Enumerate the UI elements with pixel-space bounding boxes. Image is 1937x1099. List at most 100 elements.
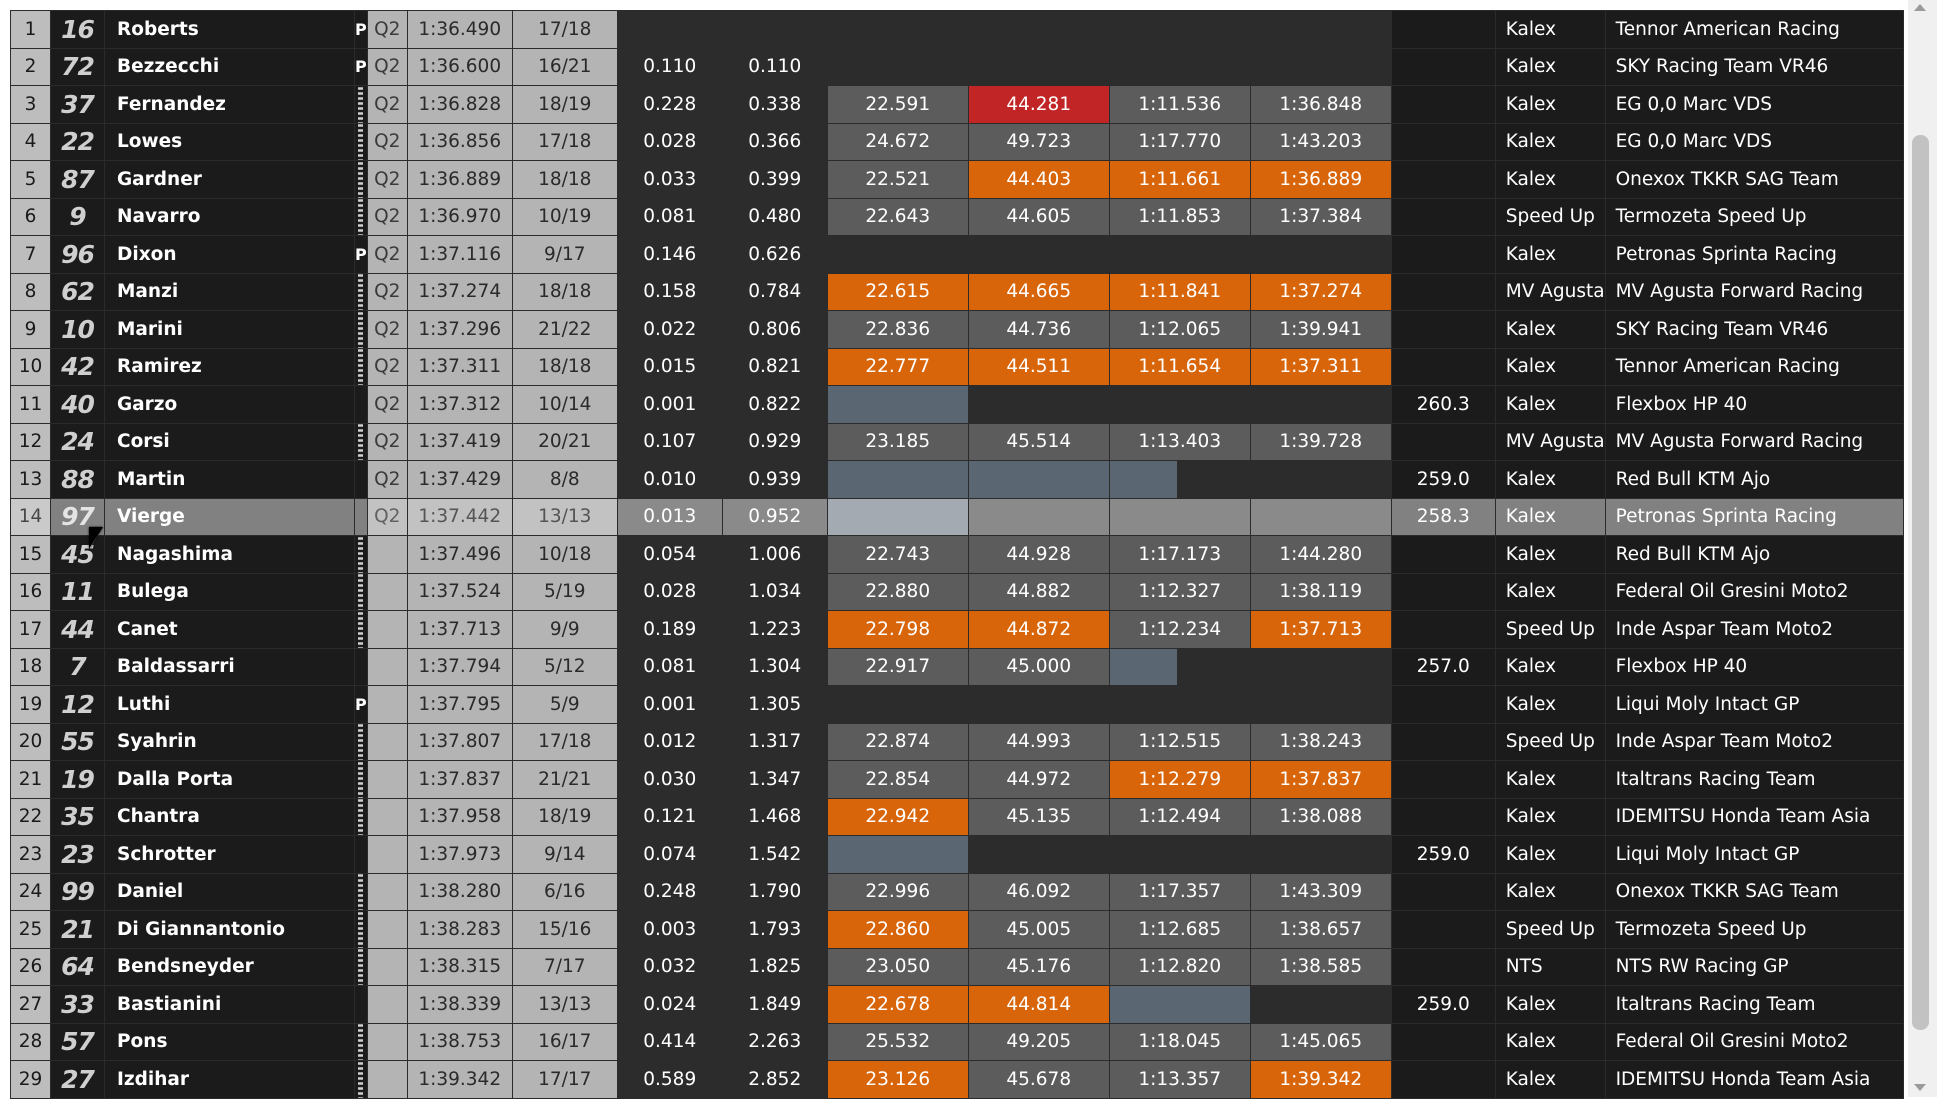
rider-name[interactable]: Bezzecchi <box>104 47 355 86</box>
best-lap-time: 1:36.490 <box>406 10 513 49</box>
rider-row[interactable]: 26 64 Bendsneyder 1:38.315 7/17 0.032 1.825 23.… <box>10 947 1904 986</box>
rider-name[interactable]: Dixon <box>104 235 355 274</box>
sector-4-time: 1:37.837 <box>1249 760 1392 799</box>
rider-row[interactable]: 8 62 Manzi Q2 1:37.274 18/18 0.158 0.784 22.615 4… <box>10 272 1904 311</box>
bike-manufacturer: Kalex <box>1494 985 1606 1024</box>
rider-row[interactable]: 18 7 Baldassarri 1:37.794 5/12 0.081 1.304 22.9… <box>10 647 1904 686</box>
top-speed <box>1390 610 1496 649</box>
rider-row[interactable]: 5 87 Gardner Q2 1:36.889 18/18 0.033 0.399 22.52… <box>10 160 1904 199</box>
pit-indicator <box>354 647 368 686</box>
rider-row[interactable]: 2 72 Bezzecchi P Q2 1:36.600 16/21 0.110 0.110 Ka… <box>10 47 1904 86</box>
rider-name[interactable]: Bendsneyder <box>104 947 355 986</box>
sector-4-time <box>1249 10 1392 49</box>
scrollbar-thumb[interactable] <box>1912 135 1929 1030</box>
rider-name[interactable]: Chantra <box>104 797 355 836</box>
rider-name[interactable]: Luthi <box>104 685 355 724</box>
rider-row[interactable]: 16 11 Bulega 1:37.524 5/19 0.028 1.034 22.880 44… <box>10 572 1904 611</box>
rider-name[interactable]: Gardner <box>104 160 355 199</box>
rider-name[interactable]: Lowes <box>104 122 355 161</box>
rider-row[interactable]: 21 19 Dalla Porta 1:37.837 21/21 0.030 1.347 22… <box>10 760 1904 799</box>
on-track-indicator-icon <box>354 910 368 949</box>
gap-to-leader: 0.110 <box>721 47 828 86</box>
best-lap-time: 1:37.958 <box>406 797 513 836</box>
rider-name[interactable]: Manzi <box>104 272 355 311</box>
rider-name[interactable]: Schrotter <box>104 835 355 874</box>
rider-row[interactable]: 1 16 Roberts P Q2 1:36.490 17/18 Kalex Tennor Am… <box>10 10 1904 49</box>
bike-manufacturer: Kalex <box>1494 122 1606 161</box>
scroll-down-arrow-icon[interactable] <box>1914 1084 1926 1091</box>
rider-number: 11 <box>50 572 105 611</box>
rider-row[interactable]: 20 55 Syahrin 1:37.807 17/18 0.012 1.317 22.874… <box>10 722 1904 761</box>
rider-name[interactable]: Izdihar <box>104 1060 355 1099</box>
bike-manufacturer: Kalex <box>1494 460 1606 499</box>
rider-row[interactable]: 7 96 Dixon P Q2 1:37.116 9/17 0.146 0.626 Kalex Pe… <box>10 235 1904 274</box>
scroll-up-arrow-icon[interactable] <box>1914 4 1926 11</box>
rider-row[interactable]: 11 40 Garzo Q2 1:37.312 10/14 0.001 0.822 260.3 K… <box>10 385 1904 424</box>
rider-row[interactable]: 6 9 Navarro Q2 1:36.970 10/19 0.081 0.480 22.643… <box>10 197 1904 236</box>
pit-indicator <box>354 385 368 424</box>
gap-to-previous: 0.010 <box>616 460 723 499</box>
rider-row[interactable]: 25 21 Di Giannantonio 1:38.283 15/16 0.003 1.7… <box>10 910 1904 949</box>
best-lap-time: 1:37.429 <box>406 460 513 499</box>
session-cell <box>366 985 408 1024</box>
sector-1-time: 22.591 <box>826 85 969 124</box>
sector-4-time <box>1249 47 1392 86</box>
rider-name[interactable]: Martin <box>104 460 355 499</box>
rider-name[interactable]: Ramirez <box>104 347 355 386</box>
rider-name[interactable]: Di Giannantonio <box>104 910 355 949</box>
rider-name[interactable]: Marini <box>104 310 355 349</box>
rider-row[interactable]: 13 88 Martin Q2 1:37.429 8/8 0.010 0.939 259.0 Ka… <box>10 460 1904 499</box>
rider-row[interactable]: 9 10 Marini Q2 1:37.296 21/22 0.022 0.806 22.836… <box>10 310 1904 349</box>
rider-name[interactable]: Pons <box>104 1022 355 1061</box>
lap-count: 7/17 <box>511 947 618 986</box>
rider-name[interactable]: Bulega <box>104 572 355 611</box>
rider-row[interactable]: 28 57 Pons 1:38.753 16/17 0.414 2.263 25.532 49.… <box>10 1022 1904 1061</box>
best-lap-time: 1:38.315 <box>406 947 513 986</box>
session-cell <box>366 647 408 686</box>
rider-name[interactable]: Navarro <box>104 197 355 236</box>
rider-row[interactable]: 12 24 Corsi Q2 1:37.419 20/21 0.107 0.929 23.185… <box>10 422 1904 461</box>
sector-2-time: 45.000 <box>967 647 1110 686</box>
gap-to-previous: 0.110 <box>616 47 723 86</box>
rider-row[interactable]: 27 33 Bastianini 1:38.339 13/13 0.024 1.849 22.… <box>10 985 1904 1024</box>
rider-name[interactable]: Garzo <box>104 385 355 424</box>
rider-name[interactable]: Syahrin <box>104 722 355 761</box>
rider-row[interactable]: 29 27 Izdihar 1:39.342 17/17 0.589 2.852 23.126… <box>10 1060 1904 1099</box>
rider-row[interactable]: 4 22 Lowes Q2 1:36.856 17/18 0.028 0.366 24.672 4… <box>10 122 1904 161</box>
rider-name[interactable]: Roberts <box>104 10 355 49</box>
best-lap-time: 1:37.795 <box>406 685 513 724</box>
gap-to-previous: 0.107 <box>616 422 723 461</box>
sector-3-time <box>1108 985 1251 1024</box>
rider-row[interactable]: 23 23 Schrotter 1:37.973 9/14 0.074 1.542 259.0… <box>10 835 1904 874</box>
on-track-indicator-icon <box>354 572 368 611</box>
rider-number: 24 <box>50 422 105 461</box>
rider-number: 35 <box>50 797 105 836</box>
rider-row[interactable]: 19 12 Luthi P 1:37.795 5/9 0.001 1.305 Kalex Liqu… <box>10 685 1904 724</box>
rider-row[interactable]: 17 44 Canet 1:37.713 9/9 0.189 1.223 22.798 44.8… <box>10 610 1904 649</box>
rider-row[interactable]: 15 45 Nagashima 1:37.496 10/18 0.054 1.006 22.7… <box>10 535 1904 574</box>
sector-progress-bar <box>828 386 968 423</box>
rider-name[interactable]: Dalla Porta <box>104 760 355 799</box>
rider-row[interactable]: 24 99 Daniel 1:38.280 6/16 0.248 1.790 22.996 46… <box>10 872 1904 911</box>
rider-name[interactable]: Daniel <box>104 872 355 911</box>
lap-count: 20/21 <box>511 422 618 461</box>
session-cell: Q2 <box>366 235 408 274</box>
rider-name[interactable]: Nagashima <box>104 535 355 574</box>
rider-row[interactable]: 22 35 Chantra 1:37.958 18/19 0.121 1.468 22.942… <box>10 797 1904 836</box>
team-name: Inde Aspar Team Moto2 <box>1604 722 1904 761</box>
rider-row[interactable]: 14 97 Vierge Q2 1:37.442 13/13 0.013 0.952 258.3… <box>10 497 1904 536</box>
rider-row[interactable]: 3 37 Fernandez Q2 1:36.828 18/19 0.228 0.338 22.… <box>10 85 1904 124</box>
rider-name[interactable]: Fernandez <box>104 85 355 124</box>
top-speed <box>1390 572 1496 611</box>
bike-manufacturer: Kalex <box>1494 1022 1606 1061</box>
sector-3-time: 1:11.536 <box>1108 85 1251 124</box>
rider-name[interactable]: Canet <box>104 610 355 649</box>
rider-name[interactable]: Bastianini <box>104 985 355 1024</box>
team-name: Italtrans Racing Team <box>1604 760 1904 799</box>
rider-name[interactable]: Corsi <box>104 422 355 461</box>
rider-name[interactable]: Baldassarri <box>104 647 355 686</box>
rider-row[interactable]: 10 42 Ramirez Q2 1:37.311 18/18 0.015 0.821 22.7… <box>10 347 1904 386</box>
rider-name[interactable]: Vierge <box>104 497 355 536</box>
gap-to-leader: 1.347 <box>721 760 828 799</box>
sector-2-time: 44.993 <box>967 722 1110 761</box>
